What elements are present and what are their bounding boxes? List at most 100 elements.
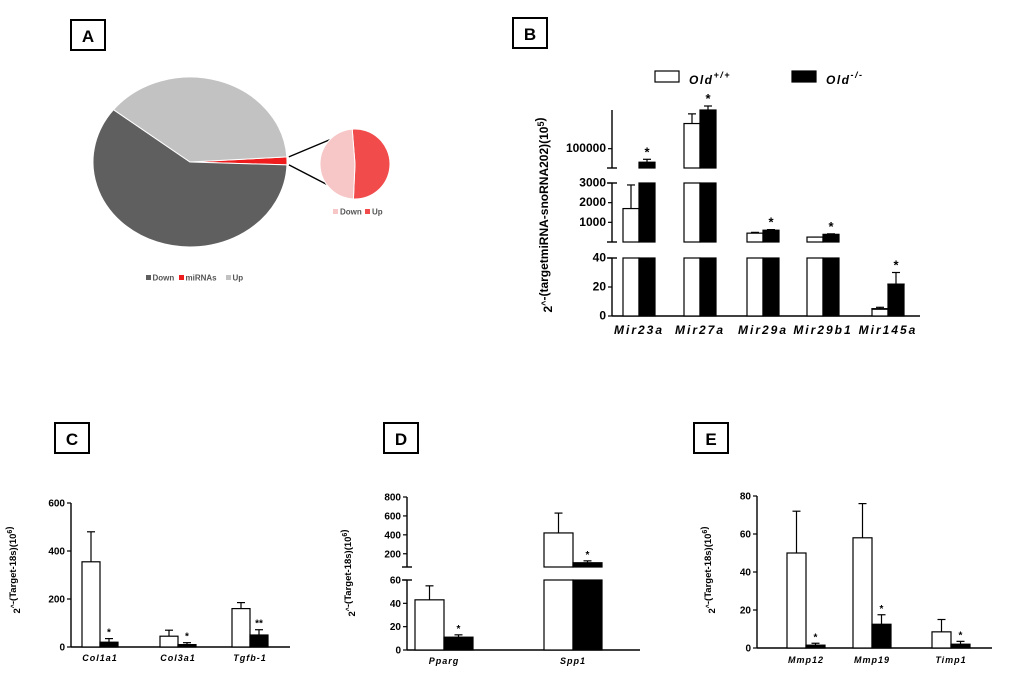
- y-tick-label: 0: [745, 644, 751, 655]
- y-tick-label: 200: [384, 549, 401, 560]
- pie-legend-swatch-down: [146, 275, 151, 280]
- significance-marker: *: [893, 258, 899, 273]
- bar-mmp19-old: [852, 537, 873, 649]
- bar-mir29b1-old: [806, 236, 824, 243]
- pie-legend-label-mirnas: miRNAs: [186, 274, 218, 283]
- significance-marker: *: [185, 632, 189, 643]
- pie-legend-label-up: Up: [233, 274, 244, 283]
- significance-marker: *: [457, 624, 461, 635]
- y-tick-label: 20: [740, 606, 752, 617]
- panel-label-d: D: [383, 422, 419, 454]
- inset-pie-slice-up: [351, 128, 391, 200]
- inset-legend-swatch-down: [333, 209, 338, 214]
- bar-pparg-old: [443, 636, 474, 651]
- y-tick-label: 3000: [579, 176, 606, 190]
- bar-mir27a-old: [699, 109, 717, 169]
- svg-text:E: E: [705, 430, 716, 449]
- pie-slice-up: [112, 76, 288, 163]
- bar-tgfb-1-old: [231, 607, 251, 648]
- bar-mir27a-old: [699, 182, 717, 243]
- panel-d-bar-chart: 0 20 40 60 200 400 600 800 * Pparg * Spp1 2^-(Target…: [339, 493, 640, 666]
- y-tick-label: 80: [740, 492, 752, 503]
- legend-swatch-knockout: [791, 70, 817, 83]
- y-tick-label: 1000: [579, 215, 606, 229]
- bar-mir29a-old: [746, 257, 764, 317]
- significance-marker: *: [586, 550, 590, 561]
- bar-mmp12-old: [786, 552, 807, 649]
- significance-marker: **: [255, 619, 263, 630]
- legend-label-knockout: Old-/-: [826, 70, 864, 87]
- y-tick-label: 2000: [579, 195, 606, 209]
- svg-text:B: B: [524, 25, 536, 44]
- y-axis-label: 2^-(Target-18s)(106): [699, 526, 718, 613]
- bar-mir145a-old: [871, 308, 889, 310]
- y-tick-label: 400: [48, 547, 65, 558]
- inset-pie-slice-down: [319, 128, 356, 200]
- significance-marker: *: [107, 628, 111, 639]
- svg-text:C: C: [66, 430, 78, 449]
- x-category-label-mir23a: Mir23a: [614, 323, 664, 337]
- bar-timp1-old: [931, 631, 952, 649]
- bar-spp1-old: [572, 562, 603, 568]
- bar-mmp19-old: [871, 623, 892, 649]
- y-tick-label: 600: [384, 511, 401, 522]
- bar-mir29a-old: [746, 232, 764, 243]
- x-category-label-mir145a: Mir145a: [859, 323, 918, 337]
- pie-legend-swatch-up: [226, 275, 231, 280]
- bar-mmp12-old: [805, 644, 826, 649]
- y-axis-label: 2^-(Target-18s)(106): [4, 526, 23, 613]
- bar-mir29b1-old: [806, 257, 824, 317]
- x-category-label-pparg: Pparg: [429, 656, 460, 666]
- bar-spp1-old: [572, 579, 603, 651]
- y-tick-label: 800: [384, 493, 401, 504]
- panel-label-a: A: [70, 19, 106, 51]
- bar-col3a1-old: [159, 635, 179, 648]
- legend-swatch-wild-type: [654, 70, 680, 83]
- pie-slice-down: [92, 109, 288, 248]
- legend-label-wild-type: Old+/+: [689, 70, 731, 87]
- bar-mir27a-old: [699, 257, 717, 317]
- bar-mir29b1-old: [822, 257, 840, 317]
- bar-mir27a-old: [683, 257, 701, 317]
- bar-mir23a-old: [638, 161, 656, 169]
- y-tick-label: 40: [390, 599, 402, 610]
- bar-col3a1-old: [177, 643, 197, 648]
- x-category-label-mmp19: Mmp19: [854, 655, 890, 665]
- x-category-label-col3a1: Col3a1: [160, 653, 196, 663]
- x-category-label-tgfb-1: Tgfb-1: [233, 653, 267, 663]
- panel-label-c: C: [54, 422, 90, 454]
- svg-text:A: A: [82, 27, 94, 46]
- significance-marker: *: [959, 630, 963, 641]
- x-category-label-col1a1: Col1a1: [82, 653, 118, 663]
- inset-legend-label-down: Down: [340, 208, 362, 217]
- bar-tgfb-1-old: [249, 634, 269, 648]
- panel-c-bar-chart: 0 200 400 600 * Col1a1 * Col3a1 ** Tgfb-1 2^-(Targ…: [4, 499, 290, 663]
- bar-col1a1-old: [99, 641, 119, 648]
- bar-mir29b1-old: [822, 233, 840, 243]
- bar-timp1-old: [950, 643, 971, 649]
- y-tick-label: 0: [395, 646, 401, 657]
- panel-e-bar-chart: 0 20 40 60 80 * Mmp12 * Mmp19 * Timp1 2^-(Target-18…: [699, 492, 992, 665]
- y-tick-label: 60: [390, 576, 402, 587]
- y-tick-label: 60: [740, 530, 752, 541]
- x-category-label-mir29a: Mir29a: [738, 323, 788, 337]
- bar-col1a1-old: [81, 561, 101, 648]
- panel-b-bar-chart: 0 20 40 1000 2000 3000 100000 * Mir23a * Mir27a * Mi…: [533, 70, 920, 337]
- x-category-label-timp1: Timp1: [935, 655, 966, 665]
- significance-marker: *: [644, 144, 650, 159]
- x-category-label-spp1: Spp1: [560, 656, 586, 666]
- bar-mir23a-old: [638, 257, 656, 317]
- bar-mir23a-old: [638, 182, 656, 243]
- y-tick-label: 0: [59, 643, 65, 654]
- y-tick-label: 600: [48, 499, 65, 510]
- pie-legend-swatch-mirnas: [179, 275, 184, 280]
- y-axis-label: 2^-(targetmiRNA-snoRNA202)(105): [533, 118, 555, 313]
- y-tick-label: 400: [384, 530, 401, 541]
- bar-mir145a-old: [887, 283, 905, 317]
- x-category-label-mir27a: Mir27a: [675, 323, 725, 337]
- y-axis-label: 2^-(Target-18s)(106): [339, 529, 358, 616]
- y-tick-label: 100000: [566, 141, 606, 155]
- significance-marker: *: [880, 604, 884, 615]
- bar-spp1-old: [543, 579, 574, 651]
